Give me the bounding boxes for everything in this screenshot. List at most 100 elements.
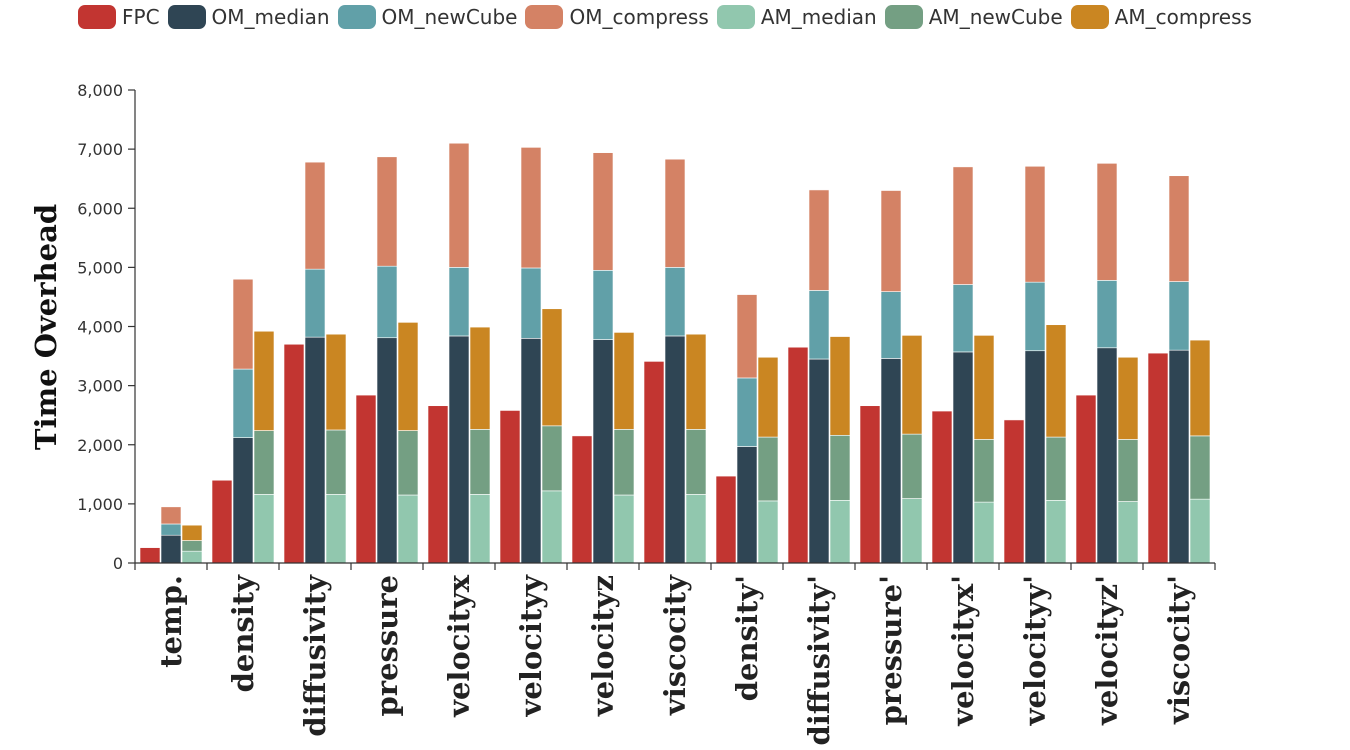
legend-item-am-compress[interactable]: AM_compress bbox=[1070, 5, 1252, 29]
bar-fpc-viscocity[interactable] bbox=[643, 361, 665, 564]
bar-om-newcube-pressure[interactable] bbox=[880, 291, 902, 359]
bar-om-median-diffusivity[interactable] bbox=[304, 336, 326, 564]
bar-am-compress-density[interactable] bbox=[757, 356, 779, 438]
bar-am-newcube-pressure[interactable] bbox=[397, 430, 419, 496]
bar-am-compress-viscocity[interactable] bbox=[685, 333, 707, 430]
bar-am-newcube-pressure[interactable] bbox=[901, 433, 923, 499]
bar-om-newcube-velocityx[interactable] bbox=[448, 267, 470, 337]
bar-om-newcube-velocityy[interactable] bbox=[1024, 281, 1046, 352]
bar-am-median-velocityx[interactable] bbox=[973, 501, 995, 564]
bar-am-compress-velocityz[interactable] bbox=[1117, 356, 1139, 440]
bar-fpc-diffusivity[interactable] bbox=[787, 346, 809, 564]
bar-om-median-density[interactable] bbox=[232, 437, 254, 564]
bar-fpc-velocityz[interactable] bbox=[571, 435, 593, 564]
bar-om-newcube-velocityz[interactable] bbox=[1096, 280, 1118, 349]
legend-item-am-median[interactable]: AM_median bbox=[716, 5, 877, 29]
bar-om-median-temp[interactable] bbox=[160, 534, 182, 564]
bar-am-median-velocityz[interactable] bbox=[1117, 501, 1139, 564]
bar-om-compress-velocityy[interactable] bbox=[1024, 165, 1046, 283]
bar-am-compress-pressure[interactable] bbox=[397, 322, 419, 431]
bar-om-compress-density[interactable] bbox=[736, 294, 758, 379]
bar-om-median-viscocity[interactable] bbox=[1168, 349, 1190, 564]
bar-am-compress-velocityy[interactable] bbox=[1045, 324, 1067, 438]
bar-om-median-density[interactable] bbox=[736, 446, 758, 564]
bar-om-median-velocityx[interactable] bbox=[952, 351, 974, 564]
bar-om-median-diffusivity[interactable] bbox=[808, 358, 830, 564]
bar-am-median-diffusivity[interactable] bbox=[325, 494, 347, 564]
bar-fpc-pressure[interactable] bbox=[355, 394, 377, 564]
bar-am-newcube-velocityx[interactable] bbox=[469, 429, 491, 495]
bar-am-median-pressure[interactable] bbox=[901, 498, 923, 564]
bar-am-median-density[interactable] bbox=[253, 494, 275, 564]
bar-am-newcube-diffusivity[interactable] bbox=[829, 434, 851, 501]
bar-am-median-density[interactable] bbox=[757, 500, 779, 564]
bar-fpc-density[interactable] bbox=[211, 479, 233, 564]
legend-item-om-median[interactable]: OM_median bbox=[167, 5, 330, 29]
bar-om-newcube-velocityy[interactable] bbox=[520, 267, 542, 339]
bar-om-compress-velocityx[interactable] bbox=[952, 166, 974, 285]
bar-om-compress-diffusivity[interactable] bbox=[304, 161, 326, 270]
bar-am-compress-viscocity[interactable] bbox=[1189, 339, 1211, 437]
bar-om-compress-velocityz[interactable] bbox=[592, 152, 614, 271]
bar-am-newcube-viscocity[interactable] bbox=[1189, 435, 1211, 500]
bar-om-median-pressure[interactable] bbox=[376, 337, 398, 564]
bar-fpc-velocityy[interactable] bbox=[1003, 419, 1025, 564]
bar-om-compress-viscocity[interactable] bbox=[1168, 175, 1190, 282]
bar-am-compress-velocityx[interactable] bbox=[469, 326, 491, 430]
bar-om-compress-temp[interactable] bbox=[160, 506, 182, 525]
bar-am-newcube-velocityz[interactable] bbox=[1117, 439, 1139, 502]
bar-om-median-velocityy[interactable] bbox=[1024, 350, 1046, 564]
bar-am-newcube-velocityx[interactable] bbox=[973, 439, 995, 503]
bar-am-newcube-velocityy[interactable] bbox=[541, 425, 563, 492]
bar-am-median-viscocity[interactable] bbox=[685, 494, 707, 564]
bar-am-compress-temp[interactable] bbox=[181, 524, 203, 541]
bar-am-newcube-density[interactable] bbox=[757, 436, 779, 502]
bar-om-compress-velocityz[interactable] bbox=[1096, 163, 1118, 281]
bar-am-compress-velocityx[interactable] bbox=[973, 335, 995, 440]
bar-am-median-velocityy[interactable] bbox=[1045, 500, 1067, 564]
bar-am-median-diffusivity[interactable] bbox=[829, 500, 851, 564]
bar-am-median-pressure[interactable] bbox=[397, 494, 419, 564]
bar-om-compress-viscocity[interactable] bbox=[664, 158, 686, 268]
bar-fpc-viscocity[interactable] bbox=[1147, 352, 1169, 564]
bar-am-newcube-density[interactable] bbox=[253, 430, 275, 495]
bar-om-newcube-viscocity[interactable] bbox=[1168, 281, 1190, 351]
bar-om-newcube-temp[interactable] bbox=[160, 523, 182, 536]
bar-fpc-temp[interactable] bbox=[139, 547, 161, 564]
legend-item-om-newcube[interactable]: OM_newCube bbox=[337, 5, 517, 29]
bar-om-compress-pressure[interactable] bbox=[880, 190, 902, 292]
bar-fpc-velocityx[interactable] bbox=[931, 410, 953, 564]
bar-am-compress-velocityy[interactable] bbox=[541, 308, 563, 427]
bar-om-newcube-diffusivity[interactable] bbox=[808, 290, 830, 360]
bar-fpc-velocityx[interactable] bbox=[427, 405, 449, 564]
bar-om-compress-velocityx[interactable] bbox=[448, 142, 470, 268]
bar-am-median-velocityx[interactable] bbox=[469, 494, 491, 564]
bar-am-newcube-velocityy[interactable] bbox=[1045, 436, 1067, 501]
bar-fpc-pressure[interactable] bbox=[859, 405, 881, 564]
bar-fpc-velocityz[interactable] bbox=[1075, 394, 1097, 564]
bar-om-newcube-viscocity[interactable] bbox=[664, 267, 686, 337]
bar-am-newcube-viscocity[interactable] bbox=[685, 429, 707, 495]
bar-om-median-velocityy[interactable] bbox=[520, 338, 542, 564]
bar-am-compress-density[interactable] bbox=[253, 330, 275, 431]
bar-om-median-viscocity[interactable] bbox=[664, 335, 686, 564]
bar-am-compress-diffusivity[interactable] bbox=[829, 336, 851, 436]
bar-om-compress-pressure[interactable] bbox=[376, 156, 398, 267]
bar-om-median-pressure[interactable] bbox=[880, 358, 902, 564]
bar-am-newcube-velocityz[interactable] bbox=[613, 429, 635, 496]
bar-om-newcube-density[interactable] bbox=[232, 368, 254, 438]
bar-am-median-velocityz[interactable] bbox=[613, 494, 635, 564]
legend-item-om-compress[interactable]: OM_compress bbox=[525, 5, 709, 29]
bar-om-compress-density[interactable] bbox=[232, 278, 254, 370]
bar-om-newcube-velocityx[interactable] bbox=[952, 284, 974, 353]
legend-item-am-newcube[interactable]: AM_newCube bbox=[884, 5, 1063, 29]
bar-om-compress-diffusivity[interactable] bbox=[808, 189, 830, 291]
bar-om-newcube-density[interactable] bbox=[736, 377, 758, 447]
bar-om-median-velocityz[interactable] bbox=[1096, 347, 1118, 564]
bar-am-median-temp[interactable] bbox=[181, 550, 203, 564]
bar-fpc-diffusivity[interactable] bbox=[283, 343, 305, 564]
bar-am-median-velocityy[interactable] bbox=[541, 490, 563, 564]
bar-am-newcube-temp[interactable] bbox=[181, 540, 203, 552]
bar-om-median-velocityx[interactable] bbox=[448, 335, 470, 564]
bar-om-compress-velocityy[interactable] bbox=[520, 147, 542, 269]
